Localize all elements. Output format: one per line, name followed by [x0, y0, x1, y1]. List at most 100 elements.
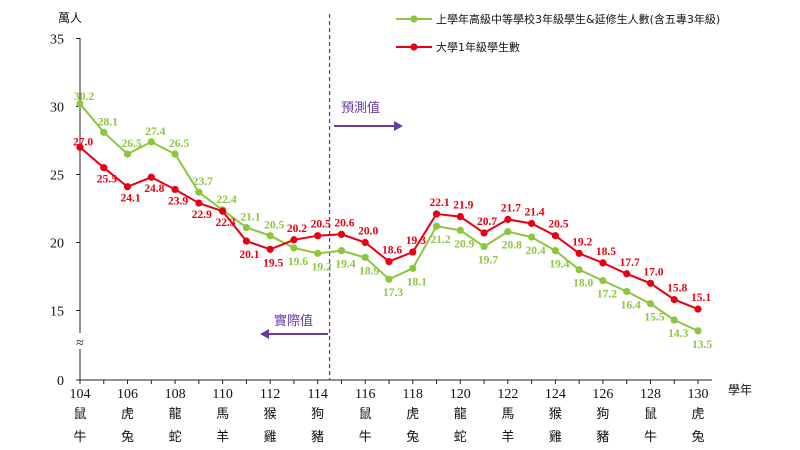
series-0-point — [575, 266, 583, 274]
x-tick-label: 114 — [307, 387, 327, 402]
x-tick-label: 106 — [117, 387, 138, 402]
series-1-point — [361, 238, 369, 247]
legend-swatch-marker-0 — [410, 15, 418, 23]
series-0-point — [646, 300, 655, 308]
series-1-point — [290, 236, 298, 244]
axis-break-mask — [73, 333, 87, 349]
series-1-point — [575, 249, 583, 257]
zodiac-label-top: 鼠 — [73, 407, 86, 422]
series-1-point — [409, 248, 417, 256]
legend-swatch-marker-1 — [410, 43, 418, 51]
series-1-point — [432, 210, 441, 218]
zodiac-label-bottom: 蛇 — [454, 430, 467, 445]
data-label-red: 15.8 — [667, 283, 687, 295]
data-label-green: 18.9 — [359, 265, 379, 277]
data-label-red: 20.5 — [548, 219, 568, 231]
data-label-green: 19.6 — [288, 256, 308, 268]
data-label-red: 22.3 — [216, 217, 236, 229]
series-0-point — [337, 247, 346, 255]
series-1-point — [623, 270, 631, 278]
series-0-point — [694, 327, 702, 335]
y-axis-title: 萬人 — [58, 11, 82, 25]
x-tick-label: 108 — [165, 387, 186, 402]
series-1-point — [337, 230, 346, 238]
data-label-green: 19.7 — [478, 255, 498, 267]
series-1-point — [599, 259, 607, 267]
axis-break-symbol: ≈ — [76, 336, 84, 351]
data-label-green: 20.5 — [264, 220, 284, 232]
zodiac-label-bottom: 牛 — [644, 430, 657, 445]
data-label-green: 18.1 — [407, 276, 427, 288]
data-label-green: 20.8 — [502, 240, 522, 252]
zodiac-label-top: 虎 — [121, 407, 134, 422]
legend-label-1: 大學1年級學生數 — [436, 40, 520, 54]
x-tick-label: 130 — [688, 387, 709, 402]
data-label-green: 19.4 — [335, 259, 355, 271]
zodiac-label-top: 猴 — [264, 407, 277, 422]
zodiac-label-top: 虎 — [691, 407, 704, 422]
series-1-point — [266, 245, 274, 253]
zodiac-label-top: 虎 — [406, 407, 419, 422]
series-0-point — [100, 128, 108, 136]
series-1-point — [551, 232, 559, 240]
data-label-green: 23.7 — [193, 176, 213, 188]
series-0-point — [385, 275, 393, 283]
series-0-point — [314, 249, 322, 257]
series-1-point — [100, 164, 108, 172]
zodiac-label-bottom: 兔 — [691, 430, 704, 445]
x-tick-label: 122 — [497, 387, 518, 402]
annotation-forecast: 預測值 — [341, 100, 380, 116]
zodiac-label-top: 鼠 — [644, 407, 657, 422]
data-label-red: 24.8 — [144, 183, 164, 195]
zodiac-label-top: 狗 — [311, 407, 324, 422]
zodiac-label-bottom: 兔 — [406, 430, 419, 445]
data-label-green: 22.4 — [217, 194, 237, 206]
y-tick-label: 25 — [50, 169, 64, 184]
series-1-point — [219, 207, 227, 215]
legend-label-0: 上學年高級中等學校3年級學生&延修生人數(含五專3年級) — [436, 12, 720, 26]
zodiac-label-bottom: 兔 — [121, 430, 134, 445]
data-label-green: 17.2 — [597, 289, 617, 301]
data-label-red: 20.2 — [287, 223, 307, 235]
y-tick-label: 30 — [50, 101, 64, 116]
series-0-point — [195, 188, 203, 196]
data-label-red: 22.1 — [429, 197, 449, 209]
data-label-red: 20.6 — [334, 217, 354, 229]
data-label-green: 21.1 — [240, 212, 260, 224]
series-0-point — [623, 287, 631, 296]
zodiac-label-bottom: 羊 — [501, 429, 514, 445]
zodiac-label-bottom: 雞 — [264, 430, 277, 445]
series-1-point — [123, 183, 132, 191]
series-0-point — [290, 244, 298, 252]
x-tick-label: 118 — [403, 387, 423, 402]
data-label-red: 21.9 — [453, 200, 473, 212]
data-label-red: 27.0 — [73, 136, 93, 148]
zodiac-label-bottom: 牛 — [359, 430, 372, 445]
zodiac-label-bottom: 羊 — [216, 429, 229, 445]
series-0-point — [504, 228, 512, 236]
data-label-green: 18.0 — [573, 278, 593, 290]
data-label-red: 18.5 — [596, 246, 616, 258]
y-tick-label: 15 — [50, 305, 64, 320]
series-line-1 — [79, 146, 699, 311]
series-1-point — [171, 185, 179, 194]
series-1-point — [670, 296, 678, 304]
series-0-point — [266, 232, 274, 240]
data-label-green: 15.5 — [644, 312, 664, 324]
x-axis-title: 學年 — [728, 383, 752, 397]
data-label-red: 18.6 — [382, 245, 402, 257]
series-0-point — [528, 233, 536, 241]
series-1-point — [646, 279, 655, 287]
data-label-red: 17.7 — [620, 257, 640, 269]
x-tick-label: 126 — [592, 387, 613, 402]
x-tick-label: 104 — [70, 387, 91, 402]
zodiac-label-top: 龍 — [169, 406, 182, 422]
data-label-red: 20.0 — [358, 226, 378, 238]
series-0-point — [123, 150, 132, 158]
data-label-green: 20.9 — [454, 238, 474, 250]
series-0-point — [171, 150, 179, 158]
zodiac-label-bottom: 豬 — [311, 430, 324, 445]
series-1-point — [76, 143, 84, 151]
series-0-point — [242, 223, 250, 232]
